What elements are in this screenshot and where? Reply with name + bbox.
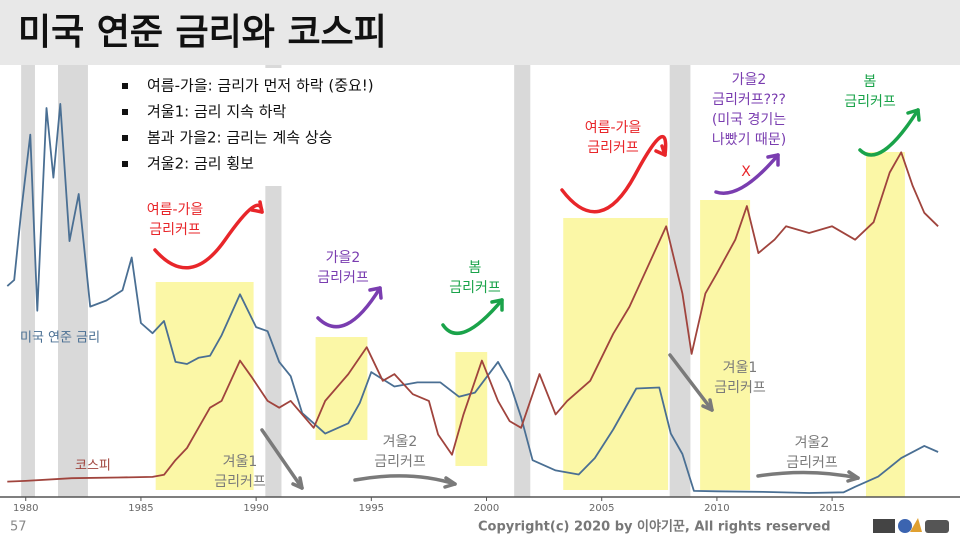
arrow bbox=[714, 153, 780, 195]
arrow bbox=[316, 286, 382, 329]
arrow bbox=[668, 353, 714, 412]
bullet-text: 여름-가을: 금리가 먼저 하락 (중요!) bbox=[147, 77, 374, 95]
arrow-head bbox=[654, 144, 667, 157]
annotation: (미국 경기는 bbox=[712, 112, 786, 128]
annotation: 여름-가을 bbox=[147, 202, 204, 218]
title-bar bbox=[0, 0, 960, 65]
series-line bbox=[7, 151, 939, 483]
annotation: 금리커프 bbox=[714, 380, 766, 396]
logo-part bbox=[898, 519, 912, 533]
x-tick-label: 2015 bbox=[819, 503, 844, 514]
arrow-head bbox=[368, 286, 383, 300]
arrow bbox=[756, 470, 860, 480]
arrow bbox=[441, 298, 504, 335]
arrow-head bbox=[490, 298, 504, 312]
arrow bbox=[858, 108, 920, 157]
x-tick-label: 2010 bbox=[704, 503, 729, 514]
slide-title: 미국 연준 금리와 코스피 bbox=[18, 12, 387, 53]
arrow-head bbox=[906, 108, 921, 122]
annotation: 금리커프 bbox=[214, 474, 266, 490]
series-label: 코스피 bbox=[75, 459, 111, 474]
logo-part bbox=[910, 518, 922, 532]
arrow-head bbox=[701, 398, 714, 412]
highlight-band bbox=[315, 337, 368, 440]
bullet-marker bbox=[122, 135, 128, 141]
annotation: 겨울2 bbox=[383, 434, 418, 450]
page-number: 57 bbox=[10, 520, 27, 535]
bullet-marker bbox=[122, 161, 128, 167]
logo-part bbox=[873, 519, 895, 533]
highlight-band bbox=[155, 282, 254, 490]
annotation: 겨울1 bbox=[723, 360, 758, 376]
x-tick-label: 1995 bbox=[359, 503, 384, 514]
x-tick-label: 2000 bbox=[474, 503, 499, 514]
highlight-band bbox=[865, 152, 905, 497]
bullet-text: 겨울1: 금리 지속 하락 bbox=[147, 103, 287, 121]
annotation: 금리커프 bbox=[317, 270, 369, 286]
bullet-box bbox=[108, 68, 483, 186]
highlight-band bbox=[455, 352, 488, 466]
series-line bbox=[6, 103, 939, 494]
arrow bbox=[260, 428, 304, 490]
annotation: 여름-가을 bbox=[585, 120, 642, 136]
copyright: Copyright(c) 2020 by 이야기꾼, All rights re… bbox=[478, 519, 831, 535]
bullet-marker bbox=[122, 83, 128, 89]
arrow-head bbox=[250, 200, 264, 214]
annotation: 금리커프 bbox=[587, 140, 639, 156]
arrow bbox=[353, 474, 457, 486]
annotation: 가을2 bbox=[326, 250, 361, 266]
x-tick-label: 1985 bbox=[128, 503, 153, 514]
arrow bbox=[153, 203, 264, 270]
annotation: 금리커프 bbox=[149, 222, 201, 238]
highlight-band bbox=[563, 218, 669, 490]
annotation: 금리커프??? bbox=[712, 92, 786, 108]
arrows bbox=[153, 108, 921, 490]
recession-band bbox=[21, 65, 35, 497]
logo-part bbox=[925, 520, 949, 533]
arrow-head bbox=[291, 476, 304, 490]
arrow-head bbox=[766, 153, 780, 167]
x-tick-label: 2005 bbox=[589, 503, 614, 514]
plot-area: 1980 1985 1990 1995 2000 2005 2010 2015 미국 연준 금리… bbox=[0, 65, 960, 514]
annotation: 금리커프 bbox=[449, 280, 501, 296]
annotation: 금리커프 bbox=[786, 455, 838, 471]
series-label: 미국 연준 금리 bbox=[20, 331, 100, 346]
annotation: 금리커프 bbox=[844, 94, 896, 110]
bullet-marker bbox=[122, 109, 128, 115]
x-tick-label: 1990 bbox=[243, 503, 268, 514]
annotation: 겨울2 bbox=[795, 435, 830, 451]
annotation: 봄 bbox=[469, 260, 482, 276]
annotation: 가을2 bbox=[732, 72, 767, 88]
arrow bbox=[560, 134, 668, 214]
arrow-head bbox=[443, 476, 457, 489]
logo bbox=[873, 518, 949, 533]
recession-band bbox=[514, 65, 531, 497]
annotation: 금리커프 bbox=[374, 454, 426, 470]
arrow-head bbox=[846, 470, 860, 483]
annotations: 여름-가을금리커프가을2금리커프봄금리커프여름-가을금리커프가을2금리커프???… bbox=[147, 72, 896, 490]
highlight-band bbox=[700, 200, 751, 490]
x-tick-label: 1980 bbox=[13, 503, 38, 514]
annotation: 봄 bbox=[864, 74, 877, 90]
bullet-text: 겨울2: 금리 횡보 bbox=[147, 155, 254, 173]
annotation: 나빴기 때문) bbox=[712, 132, 786, 148]
annotation: 겨울1 bbox=[223, 454, 258, 470]
annotation: X bbox=[741, 164, 751, 180]
bullet-text: 봄과 가을2: 금리는 계속 상승 bbox=[147, 129, 332, 147]
